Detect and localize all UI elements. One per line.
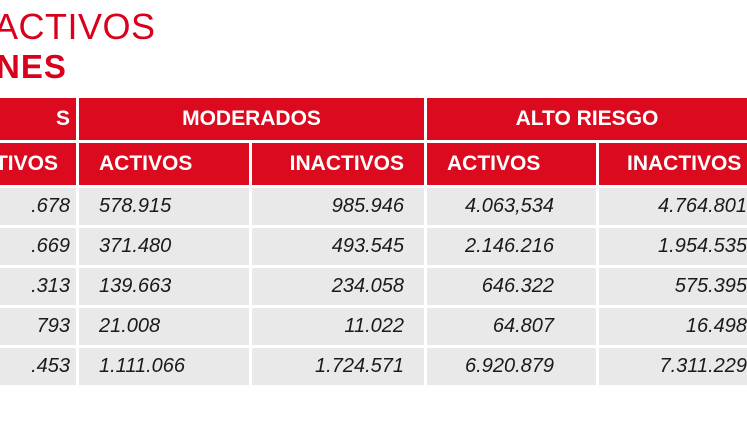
- report-title-line2: NES: [0, 48, 67, 85]
- subheader-moderados-activos: ACTIVOS: [79, 143, 249, 185]
- table-cell: 985.946: [252, 188, 424, 225]
- table-cell: 64.807: [427, 308, 596, 345]
- subheader-first: TIVOS: [0, 143, 76, 185]
- table-cell: 575.395: [599, 268, 747, 305]
- table-cell: 4.063,534: [427, 188, 596, 225]
- subheader-moderados-inactivos: INACTIVOS: [252, 143, 424, 185]
- subheader-alto-inactivos: INACTIVOS: [599, 143, 747, 185]
- table-cell: 6.920.879: [427, 348, 596, 385]
- table-cell: 646.322: [427, 268, 596, 305]
- table-cell: .669: [0, 228, 76, 265]
- table-cell: 1.111.066: [79, 348, 249, 385]
- group-header-alto-riesgo: ALTO RIESGO: [427, 98, 747, 140]
- table-cell: 2.146.216: [427, 228, 596, 265]
- table-cell: 139.663: [79, 268, 249, 305]
- table-cell: .678: [0, 188, 76, 225]
- subheader-alto-activos: ACTIVOS: [427, 143, 596, 185]
- table-cell: 7.311.229: [599, 348, 747, 385]
- table-cell: 578.915: [79, 188, 249, 225]
- group-header-moderados: MODERADOS: [79, 98, 424, 140]
- table-cell: 1.954.535: [599, 228, 747, 265]
- table-cell: 16.498: [599, 308, 747, 345]
- table-cell: 21.008: [79, 308, 249, 345]
- table-cell: 371.480: [79, 228, 249, 265]
- table-cell: 234.058: [252, 268, 424, 305]
- table-cell: 11.022: [252, 308, 424, 345]
- table-cell: .453: [0, 348, 76, 385]
- table-cell: 493.545: [252, 228, 424, 265]
- table-cell: .313: [0, 268, 76, 305]
- table-cell: 1.724.571: [252, 348, 424, 385]
- report-title-line1: ACTIVOS: [0, 6, 156, 47]
- table-cell: 793: [0, 308, 76, 345]
- group-header-first: S: [0, 98, 76, 140]
- table-cell: 4.764.801: [599, 188, 747, 225]
